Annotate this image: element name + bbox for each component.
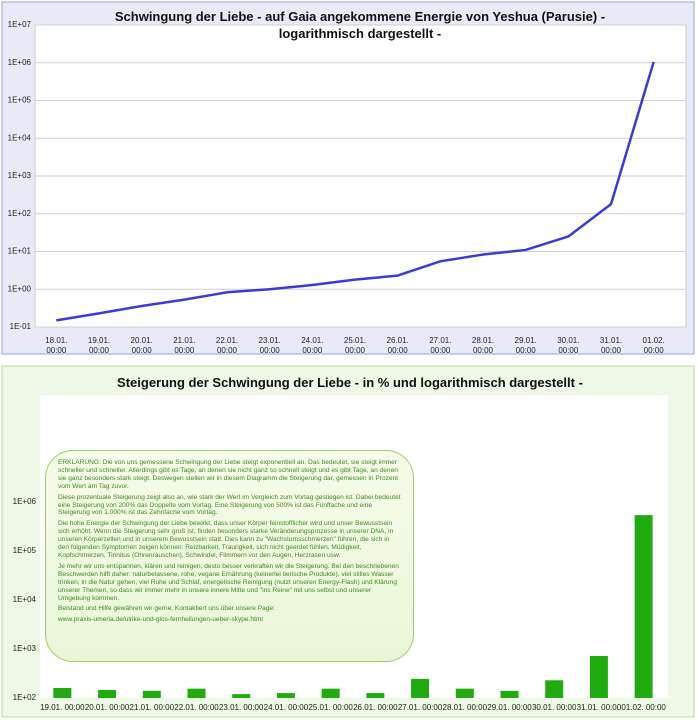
y-tick-label: 1E+03 [8, 171, 32, 180]
bar [500, 690, 519, 698]
y-tick-label: 1E+05 [8, 96, 32, 105]
x-tick-label: 26.01. 00:00 [353, 703, 398, 712]
y-tick-label: 1E-01 [10, 322, 32, 331]
x-tick-label: 20.01. 00:00 [84, 703, 130, 712]
bar [589, 655, 608, 698]
x-tick-label: 24.01. 00:00 [301, 336, 324, 355]
bar [98, 689, 117, 698]
x-tick-label: 21.01. 00:00 [129, 703, 175, 712]
y-tick-label: 1E+06 [13, 497, 37, 506]
x-tick-label: 22.01. 00:00 [215, 336, 239, 355]
y-tick-label: 1E+07 [8, 20, 32, 29]
x-tick-label: 18.01. 00:00 [45, 336, 68, 355]
y-tick-label: 1E+05 [13, 546, 37, 555]
bar [142, 690, 161, 698]
annotation-paragraph: ERKLÄRUNG: Die von uns gemessene Schwing… [58, 459, 399, 490]
y-tick-label: 1E+01 [8, 247, 32, 256]
x-tick-label: 21.01. 00:00 [173, 336, 196, 355]
annotation-paragraph: Je mehr wir uns entspannen, klären und r… [58, 562, 399, 602]
line [56, 61, 655, 322]
annotation-paragraph: www.praxis-umeria.de/ulrike-und-gios-fer… [58, 616, 263, 624]
bar [411, 678, 430, 698]
bar [634, 515, 653, 698]
x-tick-label: 31.01. 00:00 [599, 336, 623, 355]
x-tick-label: 28.01. 00:00 [471, 336, 495, 355]
x-tick-label: 27.01. 00:00 [397, 703, 443, 712]
x-tick-label: 25.01. 00:00 [343, 336, 367, 355]
x-tick-label: 28.01. 00:00 [442, 703, 488, 712]
x-tick-label: 30.01. 00:00 [531, 703, 577, 712]
x-tick-label: 29.01. 00:00 [487, 703, 532, 712]
x-tick-label: 23.01. 00:00 [258, 336, 281, 355]
annotation-box: ERKLÄRUNG: Die von uns gemessene Schwing… [45, 450, 414, 662]
x-tick-label: 29.01. 00:00 [514, 336, 537, 355]
y-tick-label: 1E+04 [13, 595, 37, 604]
bar [53, 687, 72, 698]
annotation-paragraph: Die hohe Energie der Schwingung der Lieb… [58, 520, 394, 559]
x-tick-label: 01.02. 00:00 [642, 336, 665, 355]
y-tick-label: 1E+02 [13, 693, 37, 702]
x-tick-label: 24.01. 00:00 [263, 703, 309, 712]
x-tick-label: 01.02. 00:00 [621, 703, 666, 712]
x-tick-label: 31.01. 00:00 [576, 703, 622, 712]
x-tick-label: 23.01. 00:00 [218, 703, 264, 712]
bar [187, 688, 206, 698]
annotation-paragraph: Beistand und Hilfe gewähren wir gerne. K… [58, 605, 275, 613]
bar [232, 694, 251, 698]
y-tick-label: 1E+03 [13, 644, 37, 653]
bar [455, 688, 474, 698]
x-tick-label: 22.01. 00:00 [174, 703, 219, 712]
bar [276, 693, 295, 698]
x-tick-label: 20.01. 00:00 [130, 336, 153, 355]
y-tick-label: 1E+00 [8, 284, 32, 293]
x-tick-label: 19.01. 00:00 [87, 336, 111, 355]
y-tick-label: 1E+02 [8, 209, 32, 218]
y-tick-label: 1E+04 [8, 133, 32, 142]
bar [321, 688, 340, 698]
bar [545, 680, 564, 698]
chart-title: Steigerung der Schwingung der Liebe - in… [117, 375, 583, 390]
x-tick-label: 26.01. 00:00 [386, 336, 409, 355]
x-tick-label: 25.01. 00:00 [308, 703, 353, 712]
chart-title: Schwingung der Liebe - auf Gaia angekomm… [114, 9, 606, 41]
y-tick-label: 1E+06 [8, 58, 32, 67]
x-tick-label: 27.01. 00:00 [429, 336, 452, 355]
x-tick-label: 19.01. 00:00 [40, 703, 85, 712]
bar [366, 693, 385, 698]
annotation-paragraph: Diese prozentuale Steigerung zeigt also … [58, 493, 401, 517]
x-tick-label: 30.01. 00:00 [557, 336, 580, 355]
